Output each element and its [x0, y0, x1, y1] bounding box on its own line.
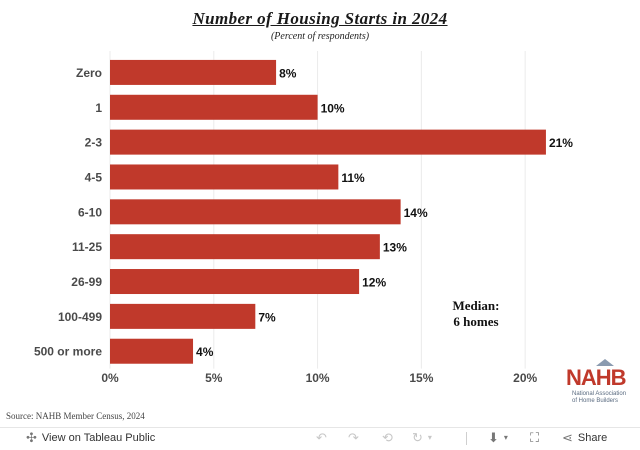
tableau-icon: ✣ [26, 430, 37, 445]
refresh-chevron-icon: ▾ [427, 433, 432, 442]
x-tick-label: 5% [205, 371, 223, 385]
share-icon: ⋖ [562, 430, 573, 445]
bar [110, 94, 318, 120]
category-label: 500 or more [34, 345, 102, 359]
data-label: 7% [258, 310, 276, 324]
data-label: 4% [196, 345, 214, 359]
chart-title: Number of Housing Starts in 2024 [192, 9, 448, 28]
redo-icon: ↷ [348, 430, 359, 445]
bar-chart: Zero 8% 1 10% 2-3 21% 4-5 11% 6-10 14% 11-25 13% 26-… [34, 51, 573, 385]
data-label: 13% [383, 241, 407, 255]
nahb-logo: NAHB National Association of Home Builde… [560, 359, 638, 417]
median-annotation-label: Median: [453, 298, 500, 313]
x-tick-label: 15% [409, 371, 433, 385]
revert-button[interactable]: ⟲ [382, 431, 393, 445]
x-tick-label: 0% [101, 371, 119, 385]
logo-mark-text: NAHB [566, 365, 627, 390]
logo-roof-icon [596, 359, 614, 366]
x-tick-label: 20% [513, 371, 537, 385]
tableau-toolbar: ✣ View on Tableau Public ↶ ↷ ⟲ ↻ ▾ ⬇ ▾ ⛶ ⋖… [0, 427, 640, 450]
bar [110, 129, 546, 155]
x-tick-label: 10% [306, 371, 330, 385]
chart-subtitle: (Percent of respondents) [270, 31, 370, 42]
download-icon: ⬇ [488, 430, 499, 445]
bar [110, 59, 277, 85]
undo-icon: ↶ [316, 430, 327, 445]
logo-text-line: of Home Builders [572, 398, 619, 404]
redo-button[interactable]: ↷ [348, 431, 359, 445]
toolbar-divider [466, 432, 467, 445]
view-on-tableau-button[interactable]: ✣ View on Tableau Public [26, 431, 155, 445]
logo-text: National Association of Home Builders [572, 391, 638, 405]
category-label: 26-99 [71, 275, 102, 289]
share-button[interactable]: ⋖ Share [562, 431, 607, 445]
median-annotation-value: 6 homes [453, 314, 498, 329]
bar [110, 338, 194, 364]
undo-button[interactable]: ↶ [316, 431, 327, 445]
bar [110, 303, 256, 329]
revert-icon: ⟲ [382, 430, 393, 445]
refresh-icon: ↻ [412, 430, 423, 445]
category-label: 1 [95, 101, 102, 115]
category-label: 4-5 [85, 170, 103, 184]
refresh-button[interactable]: ↻ ▾ [412, 431, 432, 445]
bar [110, 199, 401, 225]
data-label: 10% [321, 101, 345, 115]
category-label: 100-499 [58, 310, 102, 324]
logo-mark: NAHB [566, 359, 627, 391]
download-button[interactable]: ⬇ ▾ [488, 431, 508, 445]
data-label: 14% [404, 206, 428, 220]
data-label: 11% [341, 171, 365, 185]
data-label: 21% [549, 136, 573, 150]
data-label: 12% [362, 276, 386, 290]
source-note: Source: NAHB Member Census, 2024 [6, 411, 145, 421]
logo-text-line: National Association [572, 391, 627, 397]
category-label: Zero [76, 66, 102, 80]
download-chevron-icon: ▾ [503, 433, 508, 442]
category-label: 6-10 [78, 205, 102, 219]
bar [110, 164, 339, 190]
data-label: 8% [279, 66, 297, 80]
fullscreen-icon: ⛶ [530, 430, 540, 445]
category-label: 2-3 [85, 136, 103, 150]
category-label: 11-25 [72, 240, 102, 254]
bar [110, 234, 380, 260]
fullscreen-button[interactable]: ⛶ [530, 431, 539, 445]
view-on-tableau-label: View on Tableau Public [41, 432, 156, 444]
share-label: Share [577, 432, 608, 444]
bar [110, 269, 360, 295]
